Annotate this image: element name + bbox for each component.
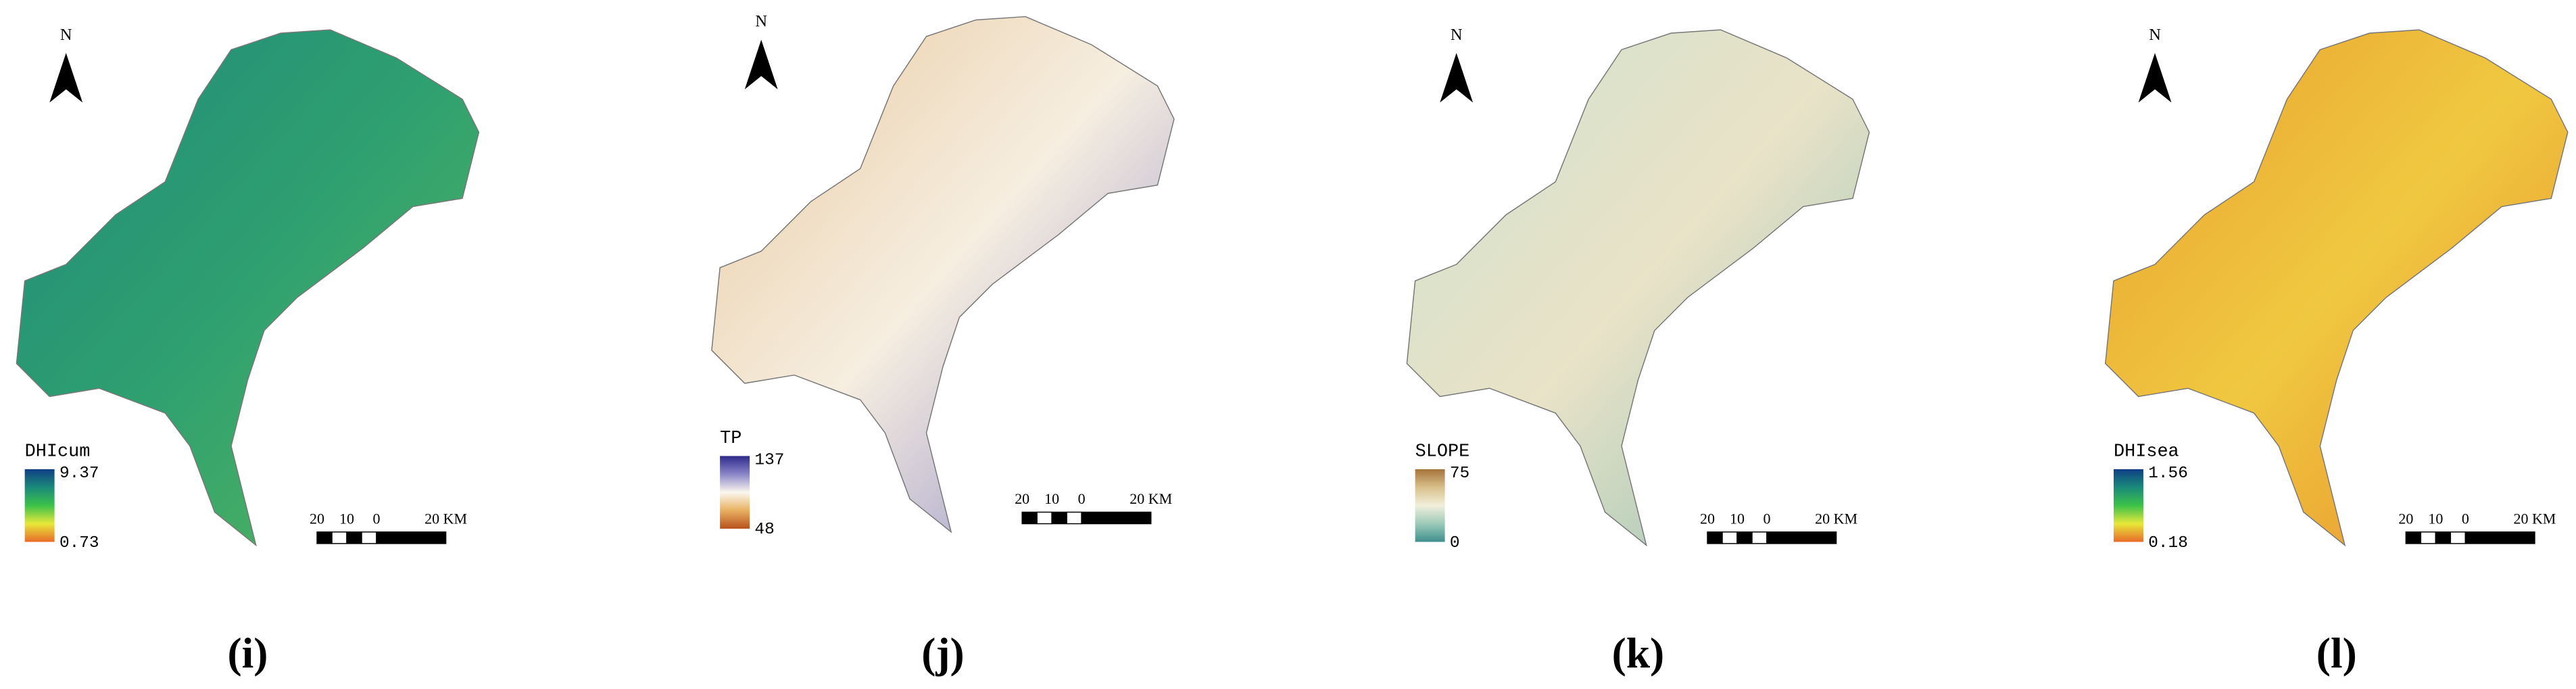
legend-min: 0.73	[59, 534, 99, 552]
north-arrow	[1440, 53, 1474, 103]
scale-bar	[1051, 511, 1067, 525]
legend-title: TP	[720, 429, 742, 449]
legend-ramp	[2113, 469, 2143, 542]
legend-max: 1.56	[2148, 465, 2188, 483]
scale-bar	[2450, 531, 2466, 544]
map-panel: N DHIcum 9.37 0.73 20 10 0 20 KM	[16, 26, 480, 552]
scale-bar	[1766, 531, 1837, 544]
scale-bar	[1736, 531, 1753, 544]
map-region	[2104, 29, 2569, 547]
scale-label: 20 KM	[2513, 510, 2556, 527]
north-arrow	[49, 53, 83, 103]
legend-min: 0.18	[2148, 534, 2188, 552]
scale-label: 20 KM	[424, 510, 467, 527]
scale-bar	[376, 531, 447, 544]
scale-bar	[1081, 511, 1152, 525]
legend-ramp	[24, 469, 55, 542]
map-panel: N TP 137 48 20 10 0 20 KM	[711, 12, 1175, 539]
legend-min: 48	[754, 521, 774, 539]
scale-label: 20	[1015, 490, 1029, 507]
legend-ramp	[1415, 469, 1445, 542]
north-label: N	[60, 26, 72, 44]
scale-bar	[2464, 531, 2535, 544]
scale-bar	[1036, 511, 1052, 525]
scale-label: 0	[2462, 510, 2469, 527]
legend-title: DHIcum	[25, 442, 91, 462]
scale-bar	[316, 531, 333, 544]
scale-label: 10	[339, 510, 354, 527]
scale-label: 20 KM	[1129, 490, 1172, 507]
scale-bar	[1707, 531, 1723, 544]
map-region	[1406, 29, 1870, 547]
scale-bar	[1751, 531, 1768, 544]
map-region	[711, 16, 1175, 533]
legend-min: 0	[1450, 534, 1460, 552]
scale-bar	[331, 531, 347, 544]
north-label: N	[755, 12, 767, 30]
scale-label: 0	[1078, 490, 1086, 507]
scale-label: 20 KM	[1815, 510, 1857, 527]
north-arrow	[744, 39, 778, 90]
legend-max: 75	[1450, 465, 1469, 483]
scale-bar	[1066, 511, 1082, 525]
scale-bar	[1021, 511, 1038, 525]
scale-label: 10	[1730, 510, 1745, 527]
scale-bar	[2435, 531, 2452, 544]
scale-bar	[1722, 531, 1738, 544]
panel-label: (j)	[921, 629, 964, 677]
scale-bar	[361, 531, 377, 544]
panel-label: (k)	[1612, 629, 1665, 677]
legend-title: SLOPE	[1415, 442, 1470, 462]
legend-ramp	[720, 456, 750, 529]
scale-label: 20	[310, 510, 324, 527]
scale-bar	[2420, 531, 2437, 544]
legend-title: DHIsea	[2114, 442, 2179, 462]
scale-label: 20	[2398, 510, 2413, 527]
north-label: N	[1451, 26, 1463, 44]
north-arrow	[2138, 53, 2172, 103]
scale-label: 20	[1700, 510, 1715, 527]
scale-label: 0	[373, 510, 381, 527]
scale-bar	[346, 531, 362, 544]
map-panel: N SLOPE 75 0 20 10 0 20 KM	[1406, 26, 1870, 552]
scale-label: 0	[1763, 510, 1770, 527]
panel-label: (i)	[227, 629, 268, 677]
map-panel: N DHIsea 1.56 0.18 20 10 0 20 KM	[2104, 26, 2569, 552]
map-region	[16, 29, 480, 547]
scale-bar	[2405, 531, 2422, 544]
scale-label: 10	[2428, 510, 2443, 527]
scale-label: 10	[1044, 490, 1059, 507]
north-label: N	[2149, 26, 2161, 44]
legend-max: 137	[754, 452, 784, 470]
legend-max: 9.37	[59, 465, 99, 483]
panel-label: (l)	[2316, 629, 2357, 677]
